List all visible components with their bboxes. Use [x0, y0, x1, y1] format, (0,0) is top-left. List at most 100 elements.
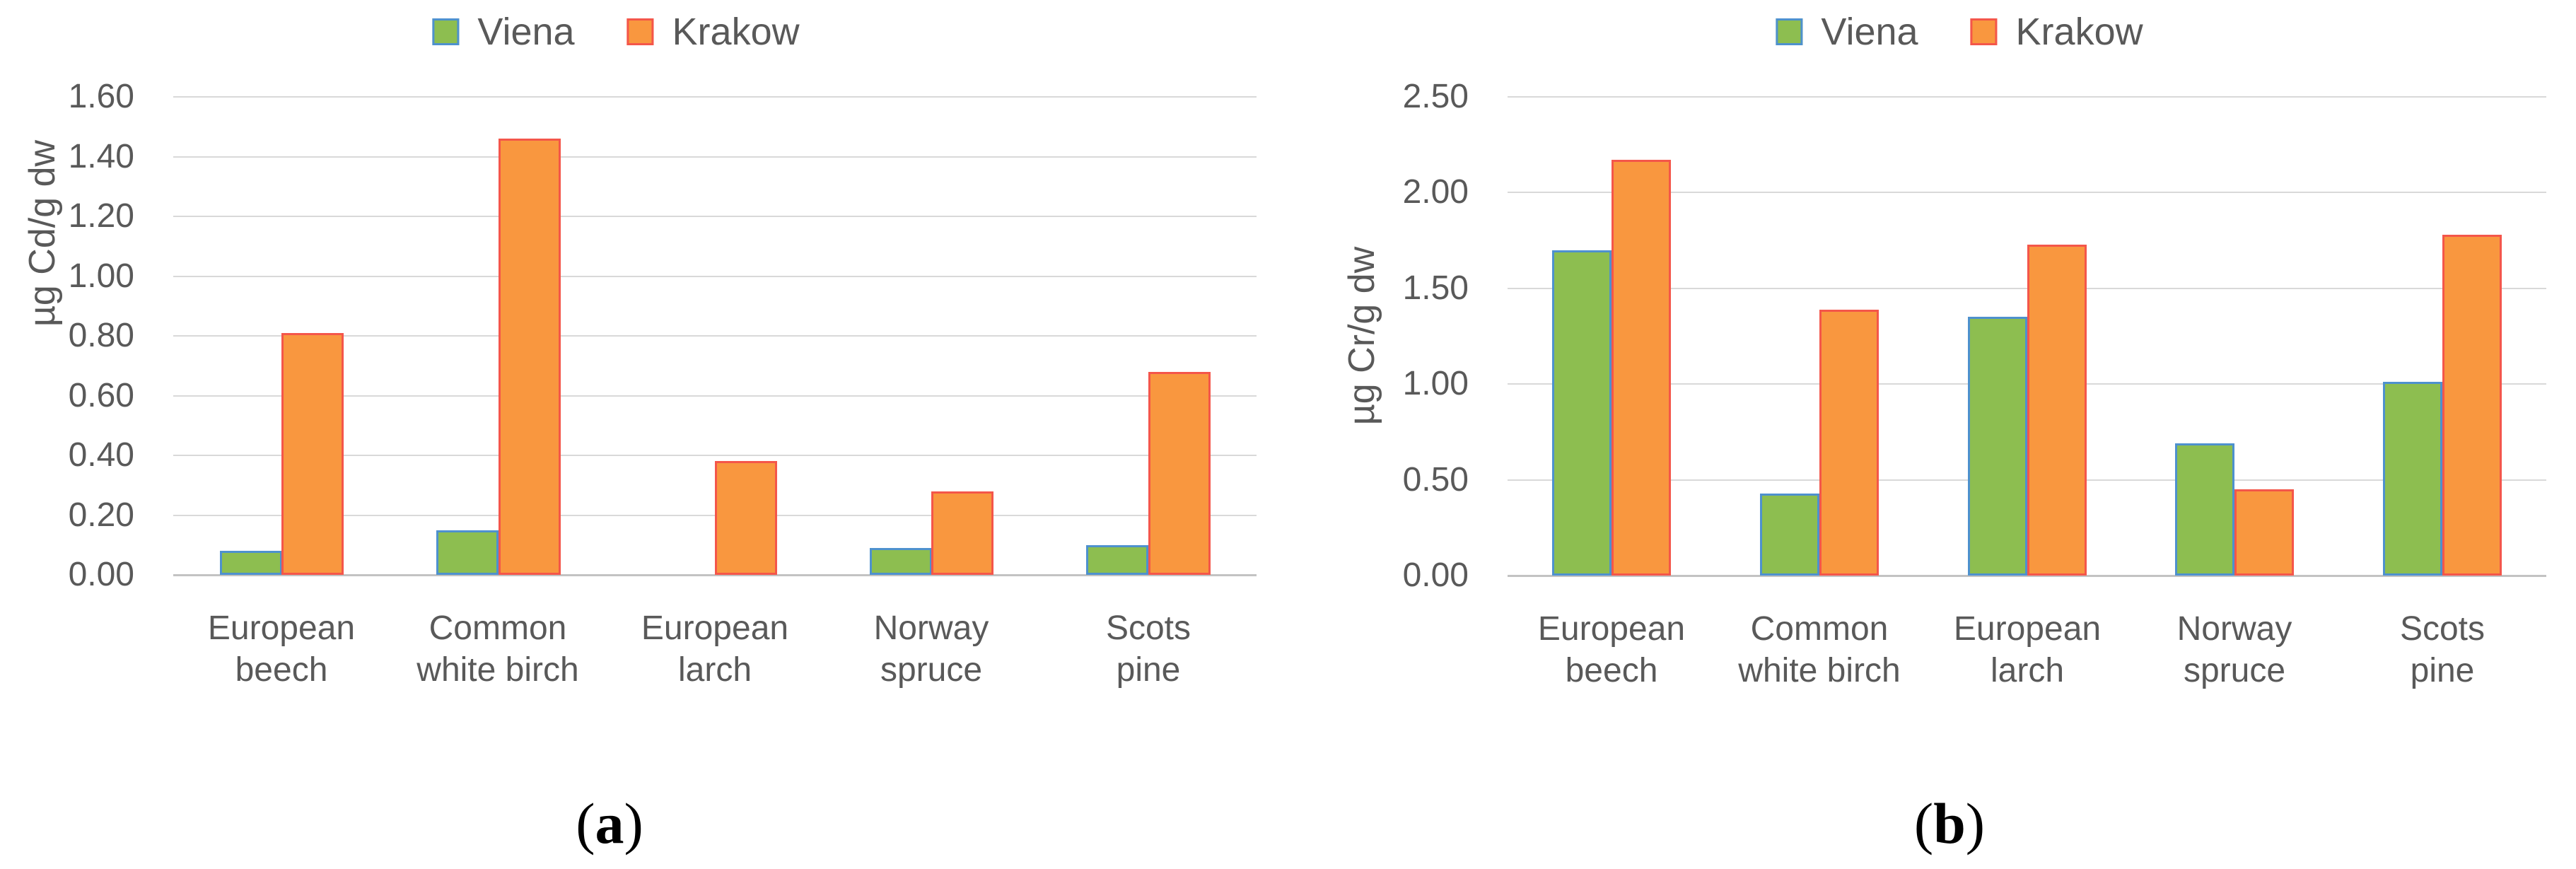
legend-label-viena: Viena [477, 11, 575, 53]
bar-viena-3 [870, 548, 932, 575]
y-tick-label: 2.00 [1402, 173, 1469, 211]
legend-swatch-viena [432, 18, 460, 45]
caption-paren-open: ( [1913, 791, 1934, 856]
y-tick-label: 0.60 [68, 377, 134, 414]
legend-label-krakow: Krakow [672, 11, 800, 53]
bar-viena-3 [2175, 443, 2234, 576]
legend: Viena Krakow [1776, 10, 2143, 54]
y-tick-label: 1.50 [1402, 269, 1469, 307]
bar-krakow-2 [2027, 245, 2087, 576]
x-category-label: Norway spruce [2131, 608, 2338, 692]
gridline [173, 395, 1257, 397]
legend-item-viena: Viena [1776, 10, 1918, 54]
y-tick-label: 1.00 [1402, 365, 1469, 402]
bar-krakow-4 [1148, 372, 1211, 575]
bar-krakow-1 [499, 139, 561, 575]
plot-area [1508, 96, 2546, 577]
x-category-line: larch [677, 651, 752, 689]
legend-swatch-krakow [626, 18, 654, 45]
caption-paren-close: ) [624, 791, 643, 856]
x-category-label: European larch [1923, 608, 2131, 692]
y-tick-label: 1.60 [68, 78, 134, 115]
gridline [173, 335, 1257, 337]
x-category-line: pine [1116, 651, 1181, 689]
x-category-label: European beech [173, 607, 390, 691]
x-category-line: Common [1750, 610, 1889, 648]
x-category-label: Scots pine [2338, 608, 2546, 692]
bar-viena-4 [1086, 545, 1148, 575]
x-category-label: Common white birch [390, 607, 606, 691]
x-category-line: beech [235, 651, 328, 689]
x-category-label: European beech [1508, 608, 1715, 692]
gridline [1508, 192, 2546, 193]
bar-viena-0 [1552, 250, 1612, 576]
gridline [1508, 96, 2546, 98]
y-tick-label: 1.20 [68, 197, 134, 235]
chart-panel-a: Viena Krakow µg Cd/g dw European beech Comm… [22, 10, 1257, 857]
chart-panel-b: Viena Krakow µg Cr/g dw European beech Comm… [1288, 0, 2576, 869]
x-category-line: Common [429, 610, 567, 647]
panel-caption: (a) [576, 791, 643, 857]
y-tick-label: 0.00 [1402, 556, 1469, 594]
bar-krakow-0 [1612, 160, 1671, 576]
x-category-label: European larch [607, 607, 823, 691]
x-category-line: European [1953, 610, 2102, 648]
caption-paren-open: ( [576, 791, 595, 856]
x-category-line: spruce [880, 651, 983, 689]
x-category-line: European [1537, 610, 1686, 648]
legend-label-krakow: Krakow [2015, 11, 2143, 53]
legend-item-viena: Viena [432, 10, 575, 54]
bar-krakow-3 [2234, 489, 2294, 576]
gridline [173, 276, 1257, 277]
bar-krakow-0 [281, 333, 344, 575]
legend-swatch-viena [1776, 18, 1803, 45]
gridline [173, 216, 1257, 217]
x-category-line: European [207, 610, 356, 647]
x-category-label: Scots pine [1040, 607, 1257, 691]
y-tick-label: 0.00 [68, 556, 134, 593]
x-category-line: Scots [2399, 610, 2485, 648]
y-tick-label: 2.50 [1402, 78, 1469, 115]
panel-caption: (b) [1914, 791, 1985, 857]
y-tick-label: 0.40 [68, 436, 134, 474]
bar-krakow-4 [2442, 235, 2502, 576]
x-category-line: Norway [873, 610, 989, 647]
gridline [173, 96, 1257, 98]
bar-krakow-2 [715, 461, 777, 575]
legend-item-krakow: Krakow [626, 10, 800, 54]
x-category-line: pine [2410, 652, 2475, 689]
x-category-label: Norway spruce [823, 607, 1039, 691]
y-tick-label: 0.20 [68, 496, 134, 534]
bar-krakow-3 [931, 491, 993, 575]
legend-item-krakow: Krakow [1970, 10, 2143, 54]
legend-swatch-krakow [1970, 18, 1998, 45]
legend: Viena Krakow [432, 10, 800, 54]
x-category-line: Scots [1105, 610, 1191, 647]
y-tick-label: 0.80 [68, 317, 134, 354]
x-category-label: Common white birch [1715, 608, 1923, 692]
x-category-line: beech [1565, 652, 1658, 689]
x-category-line: spruce [2183, 652, 2286, 689]
gridline [1508, 288, 2546, 289]
caption-letter: b [1933, 791, 1966, 856]
x-category-line: European [641, 610, 789, 647]
bar-viena-1 [436, 530, 499, 575]
y-tick-label: 1.40 [68, 138, 134, 175]
y-tick-label: 1.00 [68, 257, 134, 295]
bar-viena-1 [1760, 494, 1819, 576]
gridline [173, 455, 1257, 456]
x-category-line: white birch [1738, 652, 1901, 689]
caption-paren-close: ) [1965, 791, 1986, 856]
x-category-line: larch [1990, 652, 2065, 689]
bar-viena-2 [1968, 317, 2027, 576]
plot-area [173, 96, 1257, 576]
x-category-line: Norway [2176, 610, 2292, 648]
bar-viena-4 [2383, 382, 2442, 576]
caption-letter: a [595, 791, 624, 856]
bar-viena-0 [220, 551, 282, 575]
bar-krakow-1 [1819, 310, 1879, 576]
y-tick-label: 0.50 [1402, 461, 1469, 498]
x-axis-baseline [173, 574, 1257, 576]
x-axis-baseline [1508, 575, 2546, 577]
